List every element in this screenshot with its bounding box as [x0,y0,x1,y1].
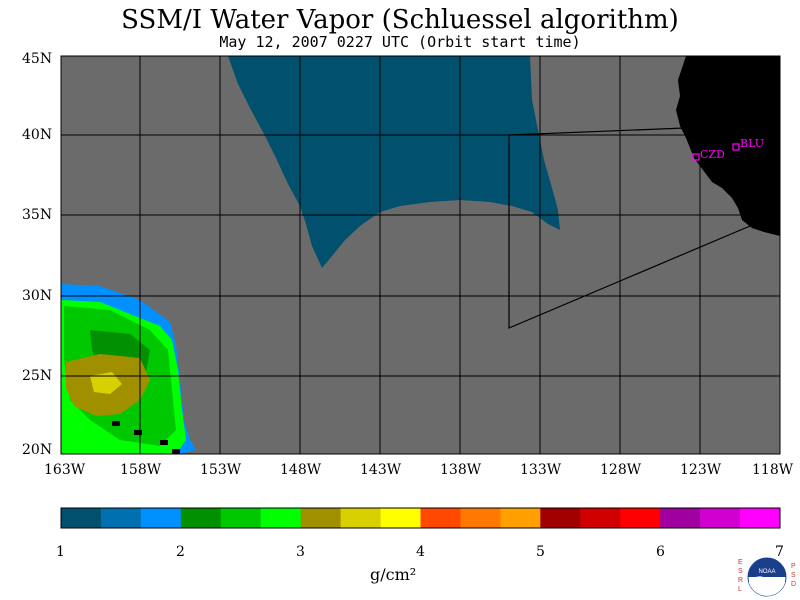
colorbar-swatch [220,508,262,528]
flight-track [508,127,751,329]
noaa-esrl-psd-logo: NOAA E S R L P S D [738,557,796,597]
island-4 [172,449,180,454]
lat-label-30n: 30N [22,288,53,304]
colorbar-swatch [180,508,222,528]
vapor-region-south-core-2 [90,372,122,394]
island-3 [160,440,168,445]
colorbar-swatch [580,508,621,528]
svg-text:NOAA: NOAA [758,569,775,575]
colorbar-swatch [260,508,302,528]
colorbar-swatch [740,508,781,528]
colorbar-tick-2: 2 [176,544,185,560]
colorbar-swatch [700,508,741,528]
station-czd-label: CZD [700,148,725,161]
colorbar-swatch [660,508,701,528]
lat-label-20n: 20N [22,442,53,458]
colorbar-units: g/cm² [370,565,417,584]
lon-label-163w: 163W [44,462,86,478]
svg-text:D: D [791,581,796,588]
colorbar-swatch [61,508,102,528]
colorbar-swatch [300,508,342,528]
lon-label-138w: 138W [440,462,482,478]
colorbar-tick-7: 7 [775,544,784,560]
svg-text:S: S [738,568,743,575]
lon-label-158w: 158W [120,462,162,478]
station-blu-label: BLU [740,137,765,150]
island-1 [112,421,120,426]
svg-text:P: P [791,563,796,570]
land-mass [676,56,780,236]
lat-label-45n: 45N [22,51,53,67]
lon-label-133w: 133W [520,462,562,478]
lat-label-25n: 25N [22,368,53,384]
colorbar-swatch [500,508,541,528]
svg-text:E: E [738,559,743,566]
svg-text:S: S [791,572,796,579]
colorbar-swatch [340,508,382,528]
station-czd-marker [692,153,700,161]
graticule [61,56,780,454]
lon-label-118w: 118W [752,462,794,478]
lat-label-40n: 40N [22,127,53,143]
colorbar-swatch [540,508,581,528]
svg-text:L: L [738,586,742,593]
colorbar-tick-5: 5 [536,544,545,560]
island-2 [134,430,142,435]
map-title: SSM/I Water Vapor (Schluessel algorithm) [121,5,679,35]
colorbar [61,508,781,528]
svg-text:R: R [738,577,743,584]
map-frame [60,55,781,455]
lon-label-123w: 123W [680,462,722,478]
station-blu-marker [732,143,740,151]
colorbar-tick-4: 4 [416,544,425,560]
colorbar-tick-3: 3 [296,544,305,560]
map-subtitle: May 12, 2007 0227 UTC (Orbit start time) [219,33,581,51]
colorbar-swatch [100,508,142,528]
colorbar-frame [60,507,781,529]
colorbar-tick-1: 1 [56,544,65,560]
lat-label-35n: 35N [22,207,53,223]
colorbar-swatch [140,508,182,528]
lon-label-143w: 143W [360,462,402,478]
colorbar-swatch [420,508,461,528]
colorbar-swatch [620,508,661,528]
lon-label-128w: 128W [600,462,642,478]
lon-label-153w: 153W [200,462,242,478]
colorbar-swatch [460,508,501,528]
colorbar-swatch [380,508,421,528]
colorbar-tick-6: 6 [656,544,665,560]
lon-label-148w: 148W [280,462,322,478]
